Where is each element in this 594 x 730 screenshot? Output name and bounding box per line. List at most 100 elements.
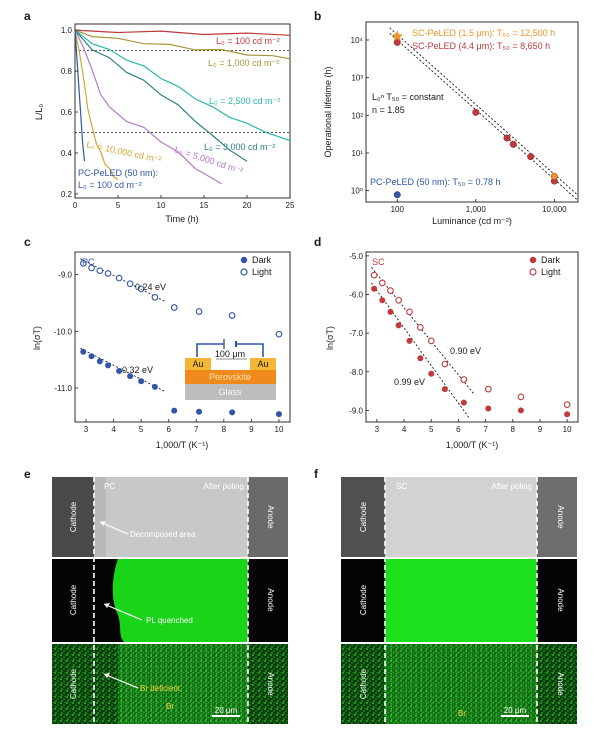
panel-a-series-line <box>74 29 291 36</box>
panel-e-arrowhead-quenched <box>104 603 110 608</box>
panel-b-chart: 100 1,000 10,000 10⁰ 10¹ 10² 10³ 10⁴ Luminance … <box>323 21 579 226</box>
panel-c-label-light: 0.24 eV <box>135 282 166 292</box>
panel-b-xlabel: Luminance (cd m⁻²) <box>432 216 512 226</box>
panel-b-fit-line <box>389 27 579 196</box>
panel-c-ytick-label: -11.0 <box>54 384 72 393</box>
panel-c-inset-device: 100 μm Au Au Perovskite Glass <box>185 339 276 400</box>
panel-a-label-1000: L₀ = 1,000 cd m⁻² <box>208 58 279 68</box>
panel-d-dark-point <box>387 308 394 315</box>
panel-f-row2-anode-label: Anode <box>556 588 565 612</box>
panel-d-xtick-label: 9 <box>538 425 543 434</box>
panel-d-light-point <box>387 287 394 294</box>
panel-d-dark-point <box>428 370 435 377</box>
panel-a-label-2500: L₀ = 2,500 cd m⁻² <box>209 96 280 106</box>
panel-a-xtick-label: 0 <box>73 201 78 210</box>
panel-a-series-line <box>74 29 222 185</box>
panel-d-light-point <box>406 308 413 316</box>
panel-a-axes-frame <box>74 23 291 199</box>
panel-a-ylabel: L/L₀ <box>34 104 44 121</box>
panel-d-xtick-label: 4 <box>402 425 407 434</box>
panel-a-series-line <box>74 29 291 142</box>
panel-b-data-point <box>550 172 558 180</box>
panel-c-dark-point <box>116 368 123 374</box>
panel-d-xtick-label: 5 <box>429 425 434 434</box>
panel-e-row1-cathode-region <box>52 477 94 557</box>
panel-e-tag: PC <box>104 482 115 491</box>
panel-d-light-point <box>484 385 492 393</box>
panel-e-row3-anode-label: Anode <box>266 672 275 696</box>
panel-b-data-point <box>393 38 401 46</box>
panel-c-inset-au-right: Au <box>257 359 268 369</box>
panel-e-row1-anode-label: Anode <box>266 505 275 529</box>
panel-d-xlabel: 1,000/T (K⁻¹) <box>446 440 499 450</box>
panel-a-xtick-label: 10 <box>157 201 166 210</box>
panel-letter-b: b <box>314 9 321 23</box>
panel-e-row2-anode-label: Anode <box>266 588 275 612</box>
panel-d-light-point <box>517 393 525 401</box>
panel-c-light-point <box>88 264 95 272</box>
panel-c-dark-point <box>80 348 87 355</box>
panel-d-label-light: 0.90 eV <box>450 346 481 356</box>
panel-a-series-line <box>74 29 119 181</box>
panel-d-light-point <box>395 296 402 304</box>
panel-b-data-point <box>472 108 480 116</box>
panel-c-dark-point <box>88 353 95 360</box>
panel-c-light-point <box>151 293 159 301</box>
panel-a-label-10000: L₀ = 10,000 cd m⁻² <box>86 139 163 165</box>
panel-d-legend-dark: Dark <box>541 255 561 265</box>
panel-f-row2-cathode-label: Cathode <box>359 584 368 615</box>
panel-a-series-line <box>74 30 86 162</box>
panel-f-after-poling: After poling <box>492 482 532 491</box>
panel-b-ytick-label: 10³ <box>351 74 363 83</box>
panel-d-dark-point <box>460 399 467 406</box>
panel-f-micrographs: Cathode Anode Cathode Anode Cathode Anod… <box>341 477 577 724</box>
panel-d-axes-frame <box>365 251 579 423</box>
panel-c-xtick-label: 3 <box>84 425 89 434</box>
panel-b-ytick-label: 10² <box>351 111 363 120</box>
panel-d-ytick-label: -6.0 <box>349 291 363 300</box>
panel-d-dark-point <box>417 355 424 362</box>
panel-d-light-point <box>378 279 386 287</box>
panel-f-row1-channel <box>385 477 537 557</box>
panel-c-dark-point <box>229 409 236 416</box>
panel-a-series-line <box>74 29 291 60</box>
panel-e-row2-cathode-region <box>52 559 94 642</box>
panel-c-light-point <box>79 259 87 267</box>
panel-c-inset-perovskite <box>185 370 276 384</box>
panel-a-ytick-label: 0.8 <box>61 67 73 76</box>
panel-c-xtick-label: 4 <box>111 425 116 434</box>
panel-b-data-point <box>393 191 401 199</box>
panel-f-row2-cathode-region <box>341 559 385 642</box>
panel-d-dark-point <box>517 407 524 414</box>
panel-d-chart: 3 4 5 6 7 8 9 10 -5.0 -6.0 -7.0 -8.0 -9.0 SC Dark Li… <box>325 251 579 450</box>
panel-b-legend-sc44: SC-PeLED (4.4 μm): T₅₀ = 8,650 h <box>412 41 550 51</box>
panel-c-light-point <box>104 270 112 277</box>
panel-c-ylabel: ln(σT) <box>32 326 42 350</box>
panel-b-axes-frame <box>365 21 579 203</box>
panel-c-dark-point <box>127 373 134 380</box>
panel-c-light-point <box>137 285 145 293</box>
panel-a-xtick-label: 25 <box>286 201 295 210</box>
panel-f-row3-anode-label: Anode <box>556 672 565 696</box>
panel-c-legend-light: Light <box>252 267 272 277</box>
panel-d-xtick-label: 7 <box>483 425 488 434</box>
panel-letter-c: c <box>24 235 31 249</box>
panel-c-dark-point <box>151 383 158 390</box>
panel-b-formula: L₀ⁿ T₅₀ = constant <box>372 92 444 102</box>
panel-f-row1-cathode-region <box>341 477 385 557</box>
panel-a-label-100: L₀ = 100 cd m⁻² <box>216 36 280 46</box>
panel-c-dark-point <box>96 358 103 365</box>
panel-b-ytick-label: 10¹ <box>351 149 363 158</box>
panel-a-series-line <box>74 29 248 162</box>
panel-c-inset-electrode-right <box>250 358 276 370</box>
panel-b-xtick-label: 1,000 <box>466 205 487 214</box>
panel-e-micrographs: Cathode Anode Cathode Anode Cathode Anod… <box>52 477 288 724</box>
panel-e-arrow-br <box>103 673 139 689</box>
panel-f-row3-cathode-label: Cathode <box>359 668 368 699</box>
panel-c-xlabel: 1,000/T (K⁻¹) <box>156 440 209 450</box>
panel-c-xtick-label: 6 <box>166 425 171 434</box>
panel-d-light-point <box>460 376 468 383</box>
panel-f-row2-channel <box>385 559 537 642</box>
panel-b-xtick-label: 10,000 <box>542 205 567 214</box>
panel-b-n-value: n = 1.85 <box>372 105 405 115</box>
